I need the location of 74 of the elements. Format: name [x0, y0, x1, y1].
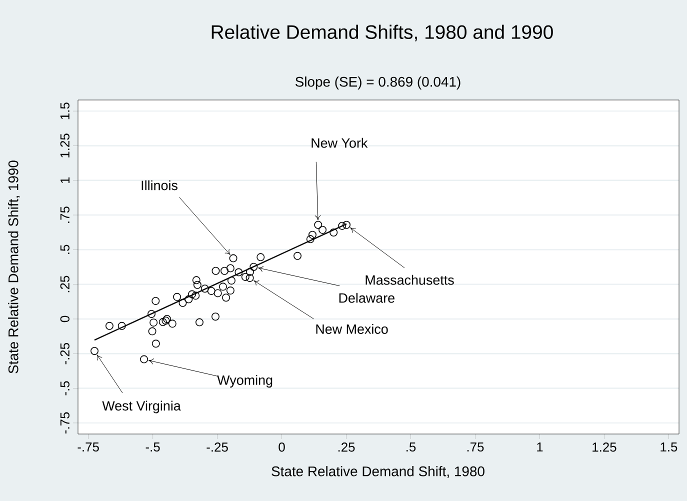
point: [195, 318, 204, 326]
annotation: Delaware: [339, 292, 394, 303]
x-tick-label: 1: [537, 442, 543, 452]
point: [306, 235, 314, 244]
x-tick-label: .75: [467, 442, 484, 452]
point: [105, 322, 114, 330]
point: [192, 276, 200, 284]
point: [218, 282, 227, 291]
x-tick-label: -.75: [78, 442, 99, 452]
point: [90, 346, 99, 355]
annotation: Illinois: [142, 180, 178, 190]
y-tick-label: 1: [60, 177, 70, 183]
point: [118, 322, 126, 330]
point: [188, 290, 196, 298]
y-tick-label: .5: [60, 244, 70, 254]
x-tick-label: 1.25: [592, 442, 616, 452]
point: [330, 228, 338, 236]
x-tick-label: -.5: [146, 442, 160, 452]
y-tick-label: 1.5: [60, 102, 70, 120]
y-tick-label: 1.25: [60, 134, 70, 158]
point: [148, 327, 156, 336]
annotation: Wyoming: [217, 375, 272, 388]
point: [162, 314, 171, 323]
point: [184, 295, 193, 304]
point: [150, 318, 158, 327]
point: [148, 310, 156, 318]
y-tick-label: -.25: [60, 343, 70, 364]
point: [178, 298, 187, 307]
chart-subtitle: Slope (SE) = 0.869 (0.041): [295, 76, 460, 90]
x-axis-title: State Relative Demand Shift, 1980: [272, 466, 484, 478]
point: [192, 292, 200, 300]
point: [318, 226, 327, 234]
x-tick-label: .5: [406, 442, 416, 452]
point: [193, 280, 202, 289]
y-tick-label: .75: [60, 206, 70, 223]
point: [168, 320, 176, 328]
point: [314, 220, 322, 229]
point: [308, 230, 316, 239]
point: [294, 252, 302, 260]
point: [212, 266, 220, 275]
y-axis-title: State Relative Demand Shift, 1990: [8, 160, 20, 374]
point: [152, 296, 160, 305]
point: [234, 268, 243, 276]
point: [222, 294, 230, 302]
point: [207, 286, 216, 295]
point: [211, 312, 220, 321]
point: [227, 276, 236, 285]
point: [256, 253, 265, 262]
point: [226, 286, 234, 295]
x-tick-label: 1.5: [660, 442, 678, 452]
point: [214, 289, 222, 298]
point: [200, 284, 209, 293]
point: [162, 316, 170, 325]
point: [158, 318, 167, 326]
point: [229, 254, 238, 262]
x-tick-label: -.25: [206, 442, 228, 452]
point: [220, 266, 229, 275]
chart-title: Relative Demand Shifts, 1980 and 1990: [212, 24, 553, 42]
point: [246, 268, 254, 276]
annotation: Massachusetts: [366, 274, 454, 285]
x-tick-label: 0: [278, 442, 285, 452]
annotation: New Mexico: [316, 324, 388, 334]
x-tick-label: .25: [338, 442, 355, 452]
annotation: New York: [312, 138, 368, 148]
point: [241, 272, 250, 281]
y-tick-label: -.5: [60, 381, 70, 396]
y-tick-label: 0: [60, 316, 70, 322]
point: [226, 264, 234, 272]
y-tick-label: -.75: [60, 412, 70, 434]
y-tick-label: .25: [60, 276, 70, 292]
point: [173, 292, 182, 301]
point: [342, 220, 351, 229]
annotation: West Virginia: [102, 400, 181, 414]
point: [152, 340, 160, 348]
